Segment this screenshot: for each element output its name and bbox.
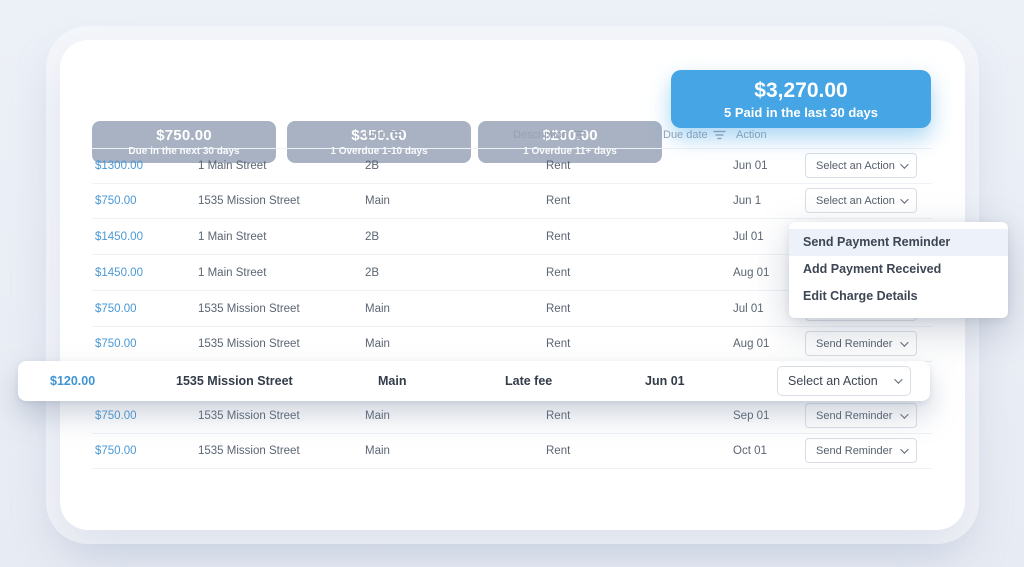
action-dropdown-button[interactable]: Send Reminder xyxy=(805,403,917,428)
address-cell: 1535 Mission Street xyxy=(198,302,300,315)
chevron-down-icon xyxy=(900,159,909,169)
charge-amount-link[interactable]: $1300.00 xyxy=(95,159,143,172)
action-dropdown-label: Select an Action xyxy=(816,159,895,172)
column-header-due-date[interactable]: Due date xyxy=(663,127,726,143)
description-cell: Rent xyxy=(546,337,571,350)
unit-cell: 2B xyxy=(365,230,380,243)
charge-amount-link[interactable]: $1450.00 xyxy=(95,230,143,243)
address-cell: 1535 Mission Street xyxy=(198,409,300,422)
charge-amount-link[interactable]: $120.00 xyxy=(50,374,96,388)
address-cell: 1535 Mission Street xyxy=(198,337,300,350)
menu-item-add-payment-received[interactable]: Add Payment Received xyxy=(803,262,942,276)
column-header-unit[interactable]: Unit xyxy=(365,127,403,143)
unit-cell: Main xyxy=(378,374,407,388)
chevron-down-icon xyxy=(900,409,909,419)
filter-icon[interactable] xyxy=(573,130,586,140)
table-row: $1300.00 1 Main Street 2B Rent Jun 01 Se… xyxy=(92,148,932,184)
due-date-cell: Aug 01 xyxy=(733,266,770,279)
focused-charge-row[interactable]: $120.00 1535 Mission Street Main Late fe… xyxy=(18,361,930,401)
charge-amount-link[interactable]: $750.00 xyxy=(95,444,137,457)
column-header-action: Action xyxy=(736,127,767,143)
address-cell: 1535 Mission Street xyxy=(176,374,293,388)
chevron-down-icon xyxy=(900,194,909,204)
column-header-label: Description xyxy=(513,129,569,141)
unit-cell: 2B xyxy=(365,266,380,279)
summary-card-overdue-1-10[interactable]: $350.00 1 Overdue 1-10 days xyxy=(287,121,471,163)
table-row: $750.00 1535 Mission Street Main Rent Oc… xyxy=(92,433,932,469)
summary-label: Due in the next 30 days xyxy=(128,146,240,157)
table-row: $750.00 1535 Mission Street Main Rent Se… xyxy=(92,398,932,434)
address-cell: 1 Main Street xyxy=(198,159,267,172)
action-dropdown-button[interactable]: Select an Action xyxy=(805,188,917,213)
action-dropdown-button[interactable]: Send Reminder xyxy=(805,331,917,356)
summary-card-due[interactable]: $750.00 Due in the next 30 days xyxy=(92,121,276,163)
chevron-down-icon xyxy=(894,375,903,384)
description-cell: Rent xyxy=(546,409,571,422)
action-dropdown-menu: Send Payment Reminder Add Payment Receiv… xyxy=(789,222,1008,318)
table-row: $750.00 1535 Mission Street Main Rent Au… xyxy=(92,326,932,362)
column-header-label: Unit xyxy=(365,129,385,141)
unit-cell: 2B xyxy=(365,159,380,172)
summary-amount: $750.00 xyxy=(156,127,212,144)
summary-amount: $3,270.00 xyxy=(754,78,848,102)
description-cell: Rent xyxy=(546,302,571,315)
table-row: $750.00 1535 Mission Street Main Rent Ju… xyxy=(92,183,932,219)
table-top-divider xyxy=(92,148,932,149)
chevron-down-icon xyxy=(900,444,909,454)
charge-amount-link[interactable]: $750.00 xyxy=(95,194,137,207)
address-cell: 1535 Mission Street xyxy=(198,194,300,207)
unit-cell: Main xyxy=(365,302,390,315)
filter-icon[interactable] xyxy=(713,130,726,140)
address-cell: 1 Main Street xyxy=(198,230,267,243)
chevron-down-icon xyxy=(900,337,909,347)
filter-icon[interactable] xyxy=(390,130,403,140)
summary-card-paid[interactable]: $3,270.00 5 Paid in the last 30 days xyxy=(671,70,931,128)
action-dropdown-label: Send Reminder xyxy=(816,444,893,457)
address-cell: 1535 Mission Street xyxy=(198,444,300,457)
description-cell: Rent xyxy=(546,444,571,457)
unit-cell: Main xyxy=(365,337,390,350)
charge-amount-link[interactable]: $750.00 xyxy=(95,302,137,315)
charge-amount-link[interactable]: $750.00 xyxy=(95,409,137,422)
action-dropdown-label: Select an Action xyxy=(788,374,878,388)
due-date-cell: Aug 01 xyxy=(733,337,770,350)
column-header-label: Action xyxy=(736,129,767,141)
due-date-cell: Oct 01 xyxy=(733,444,767,457)
menu-item-edit-charge-details[interactable]: Edit Charge Details xyxy=(803,289,918,303)
description-cell: Rent xyxy=(546,159,571,172)
summary-card-overdue-11plus[interactable]: $200.00 1 Overdue 11+ days xyxy=(478,121,662,163)
due-date-cell: Jul 01 xyxy=(733,230,764,243)
unit-cell: Main xyxy=(365,444,390,457)
action-dropdown-button[interactable]: Select an Action xyxy=(777,366,911,396)
unit-cell: Main xyxy=(365,409,390,422)
due-date-cell: Jun 01 xyxy=(733,159,768,172)
description-cell: Late fee xyxy=(505,374,553,388)
description-cell: Rent xyxy=(546,230,571,243)
charge-amount-link[interactable]: $750.00 xyxy=(95,337,137,350)
menu-item-send-payment-reminder[interactable]: Send Payment Reminder xyxy=(789,229,1008,256)
due-date-cell: Sep 01 xyxy=(733,409,770,422)
summary-label: 1 Overdue 11+ days xyxy=(523,146,617,157)
summary-label: 1 Overdue 1-10 days xyxy=(330,146,428,157)
action-dropdown-label: Send Reminder xyxy=(816,337,893,350)
action-dropdown-button[interactable]: Send Reminder xyxy=(805,438,917,463)
description-cell: Rent xyxy=(546,194,571,207)
description-cell: Rent xyxy=(546,266,571,279)
unit-cell: Main xyxy=(365,194,390,207)
address-cell: 1 Main Street xyxy=(198,266,267,279)
action-dropdown-label: Select an Action xyxy=(816,194,895,207)
column-header-description[interactable]: Description xyxy=(513,127,586,143)
column-header-label: Due date xyxy=(663,129,708,141)
action-dropdown-button[interactable]: Select an Action xyxy=(805,153,917,178)
due-date-cell: Jun 01 xyxy=(645,374,685,388)
summary-label: 5 Paid in the last 30 days xyxy=(724,104,878,120)
due-date-cell: Jun 1 xyxy=(733,194,762,207)
due-date-cell: Jul 01 xyxy=(733,302,764,315)
charge-amount-link[interactable]: $1450.00 xyxy=(95,266,143,279)
action-dropdown-label: Send Reminder xyxy=(816,409,893,422)
